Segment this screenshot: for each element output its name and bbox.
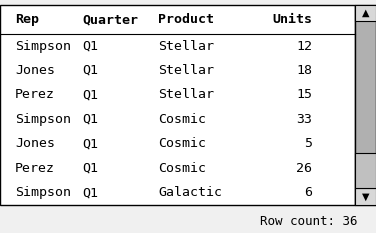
Text: Cosmic: Cosmic [158, 162, 206, 175]
Text: Units: Units [272, 13, 312, 26]
Text: Perez: Perez [15, 162, 55, 175]
Text: Simpson: Simpson [15, 113, 71, 126]
Text: 26: 26 [296, 162, 312, 175]
Text: Perez: Perez [15, 89, 55, 101]
Bar [355, 153, 376, 188]
Text: Q1: Q1 [83, 89, 99, 101]
Bar [355, 188, 376, 205]
Text: Stellar: Stellar [158, 40, 214, 52]
Text: Q1: Q1 [83, 113, 99, 126]
Text: Product: Product [158, 13, 214, 26]
Text: Quarter: Quarter [83, 13, 139, 26]
Text: Galactic: Galactic [158, 186, 222, 199]
Text: Q1: Q1 [83, 186, 99, 199]
Text: Simpson: Simpson [15, 186, 71, 199]
Text: Rep: Rep [15, 13, 39, 26]
Text: Stellar: Stellar [158, 89, 214, 101]
Text: ▼: ▼ [362, 192, 369, 202]
Text: 5: 5 [304, 137, 312, 150]
Text: Q1: Q1 [83, 137, 99, 150]
Text: Jones: Jones [15, 64, 55, 77]
Bar [355, 5, 376, 21]
Text: Jones: Jones [15, 137, 55, 150]
Text: ▲: ▲ [362, 8, 369, 18]
Text: Stellar: Stellar [158, 64, 214, 77]
Text: 15: 15 [296, 89, 312, 101]
Text: Q1: Q1 [83, 64, 99, 77]
Text: 12: 12 [296, 40, 312, 52]
Text: 33: 33 [296, 113, 312, 126]
Text: Cosmic: Cosmic [158, 113, 206, 126]
Text: Q1: Q1 [83, 162, 99, 175]
Text: 18: 18 [296, 64, 312, 77]
Text: 6: 6 [304, 186, 312, 199]
Bar [0, 5, 355, 205]
Text: Q1: Q1 [83, 40, 99, 52]
Text: Cosmic: Cosmic [158, 137, 206, 150]
Bar [355, 5, 376, 205]
Text: Row count: 36: Row count: 36 [260, 215, 357, 228]
Text: Simpson: Simpson [15, 40, 71, 52]
